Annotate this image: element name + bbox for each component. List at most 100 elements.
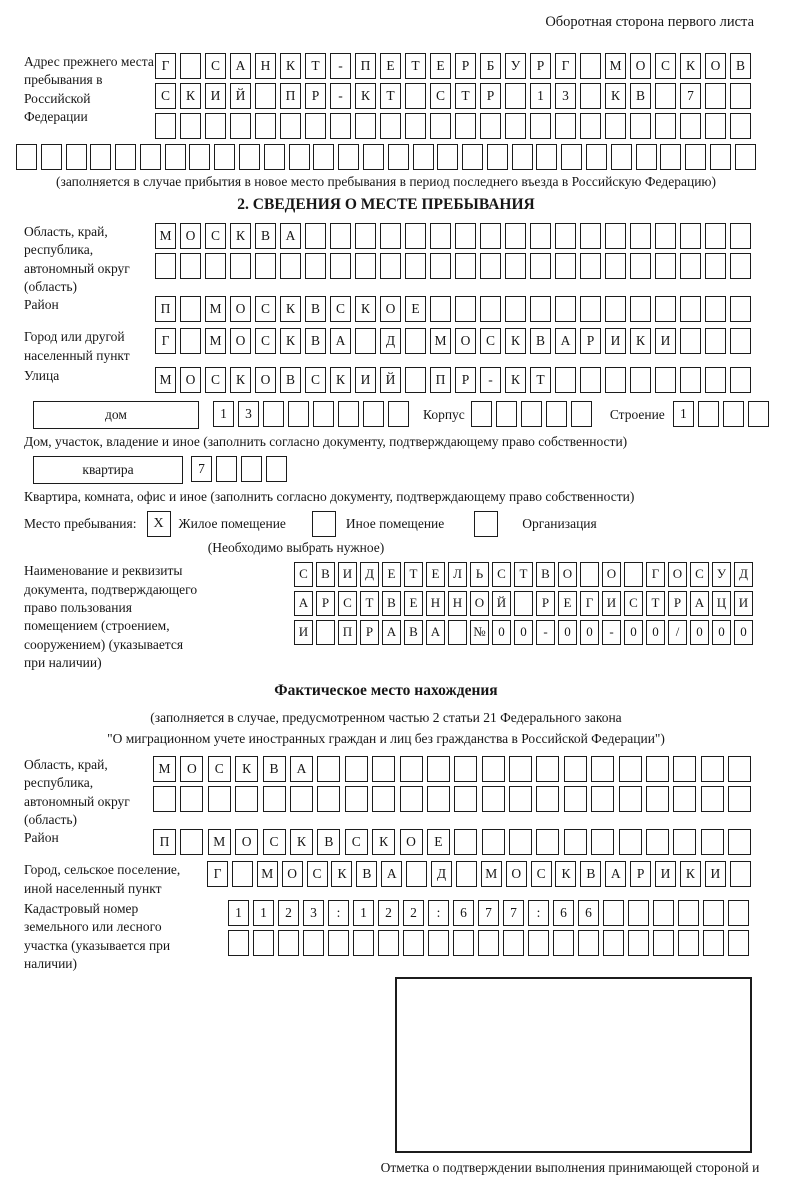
prev-address-extra-cellrow xyxy=(16,144,756,170)
apartment-type-box: квартира xyxy=(33,456,183,485)
form-cell: Е xyxy=(558,591,577,617)
form-cell: В xyxy=(530,328,551,355)
form-cell xyxy=(705,83,726,109)
form-cell: Г xyxy=(155,328,176,355)
form-cell: О xyxy=(399,829,423,856)
form-cell: В xyxy=(316,562,335,588)
form-cell: М xyxy=(207,829,231,856)
form-cell: 1 xyxy=(213,401,234,428)
form-cell: 1 xyxy=(228,899,249,926)
form-cell: Т xyxy=(380,83,401,109)
form-cell: К xyxy=(505,328,526,355)
form-cell xyxy=(380,113,401,139)
form-cell xyxy=(263,144,285,170)
form-cell: В xyxy=(305,296,326,323)
stay-type-label: Место пребывания: xyxy=(24,516,137,532)
form-cell: - xyxy=(330,83,351,109)
form-cell: О xyxy=(558,562,577,588)
form-cell: Т xyxy=(530,367,551,394)
form-cell: В xyxy=(255,223,276,249)
form-cell xyxy=(372,785,396,812)
form-cell: Л xyxy=(448,562,467,588)
form-cell xyxy=(462,144,484,170)
form-cell: Г xyxy=(555,53,576,79)
form-cell xyxy=(305,113,326,139)
form-cell: К xyxy=(235,755,259,782)
form-cell: - xyxy=(536,620,555,646)
form-cell xyxy=(455,253,476,279)
form-cell xyxy=(378,929,399,956)
form-cell xyxy=(655,296,676,323)
form-cell xyxy=(180,296,201,323)
form-cell xyxy=(570,401,592,428)
form-cell: В xyxy=(305,328,326,355)
form-cell: С xyxy=(492,562,511,588)
form-cell xyxy=(437,144,459,170)
form-cell: Ц xyxy=(712,591,731,617)
form-cell: Г xyxy=(580,591,599,617)
cadastral-label: Кадастровый номер земельного или лесного… xyxy=(24,900,171,972)
city-label: Город или другой населенный пункт xyxy=(24,329,130,363)
form-cell xyxy=(405,328,426,355)
form-cell xyxy=(578,929,599,956)
form-cell xyxy=(728,785,752,812)
form-cell xyxy=(509,829,533,856)
form-cell: П xyxy=(355,53,376,79)
document-block: Наименование и реквизиты документа, подт… xyxy=(16,562,756,672)
form-cell: С xyxy=(205,223,226,249)
form-cell xyxy=(655,83,676,109)
form-cell xyxy=(730,113,751,139)
form-cell: В xyxy=(382,591,401,617)
form-cell xyxy=(580,296,601,323)
form-cell: Е xyxy=(430,53,451,79)
stay-type-note: (Необходимо выбрать нужное) xyxy=(207,540,385,556)
form-cell xyxy=(509,755,533,782)
form-cell xyxy=(241,456,262,483)
form-cell xyxy=(495,401,517,428)
stay-option-label-residential: Жилое помещение xyxy=(178,516,286,532)
form-cell xyxy=(65,144,87,170)
prev-address-cellrow-3 xyxy=(155,113,756,139)
house-note: Дом, участок, владение и иное (заполнить… xyxy=(24,434,628,450)
form-cell: Н xyxy=(426,591,445,617)
form-cell: И xyxy=(602,591,621,617)
form-cell xyxy=(605,253,626,279)
form-cell xyxy=(580,253,601,279)
form-cell xyxy=(205,253,226,279)
form-cell: А xyxy=(426,620,445,646)
form-cell: В xyxy=(536,562,555,588)
form-cell xyxy=(387,144,409,170)
actual-city-block: Город, сельское поселение, иной населенн… xyxy=(16,861,756,898)
stroenie-label: Строение xyxy=(609,407,665,423)
street-label: Улица xyxy=(24,368,60,384)
form-cell: О xyxy=(180,755,204,782)
form-cell: М xyxy=(205,328,226,355)
form-cell xyxy=(355,328,376,355)
form-cell: М xyxy=(480,861,502,888)
region-cellrow-2 xyxy=(155,253,756,279)
form-cell xyxy=(580,113,601,139)
form-cell xyxy=(454,755,478,782)
form-cell xyxy=(630,367,651,394)
actual-location-note-1: (заполняется в случае, предусмотренном ч… xyxy=(150,710,622,726)
form-cell: Т xyxy=(646,591,665,617)
form-cell: 0 xyxy=(734,620,753,646)
form-cell: К xyxy=(280,328,301,355)
form-cell xyxy=(635,144,657,170)
form-cell xyxy=(266,456,287,483)
form-cell xyxy=(328,929,349,956)
form-cell xyxy=(655,253,676,279)
form-cell xyxy=(478,929,499,956)
form-cell xyxy=(430,253,451,279)
form-cell: 0 xyxy=(492,620,511,646)
form-cell: Д xyxy=(360,562,379,588)
